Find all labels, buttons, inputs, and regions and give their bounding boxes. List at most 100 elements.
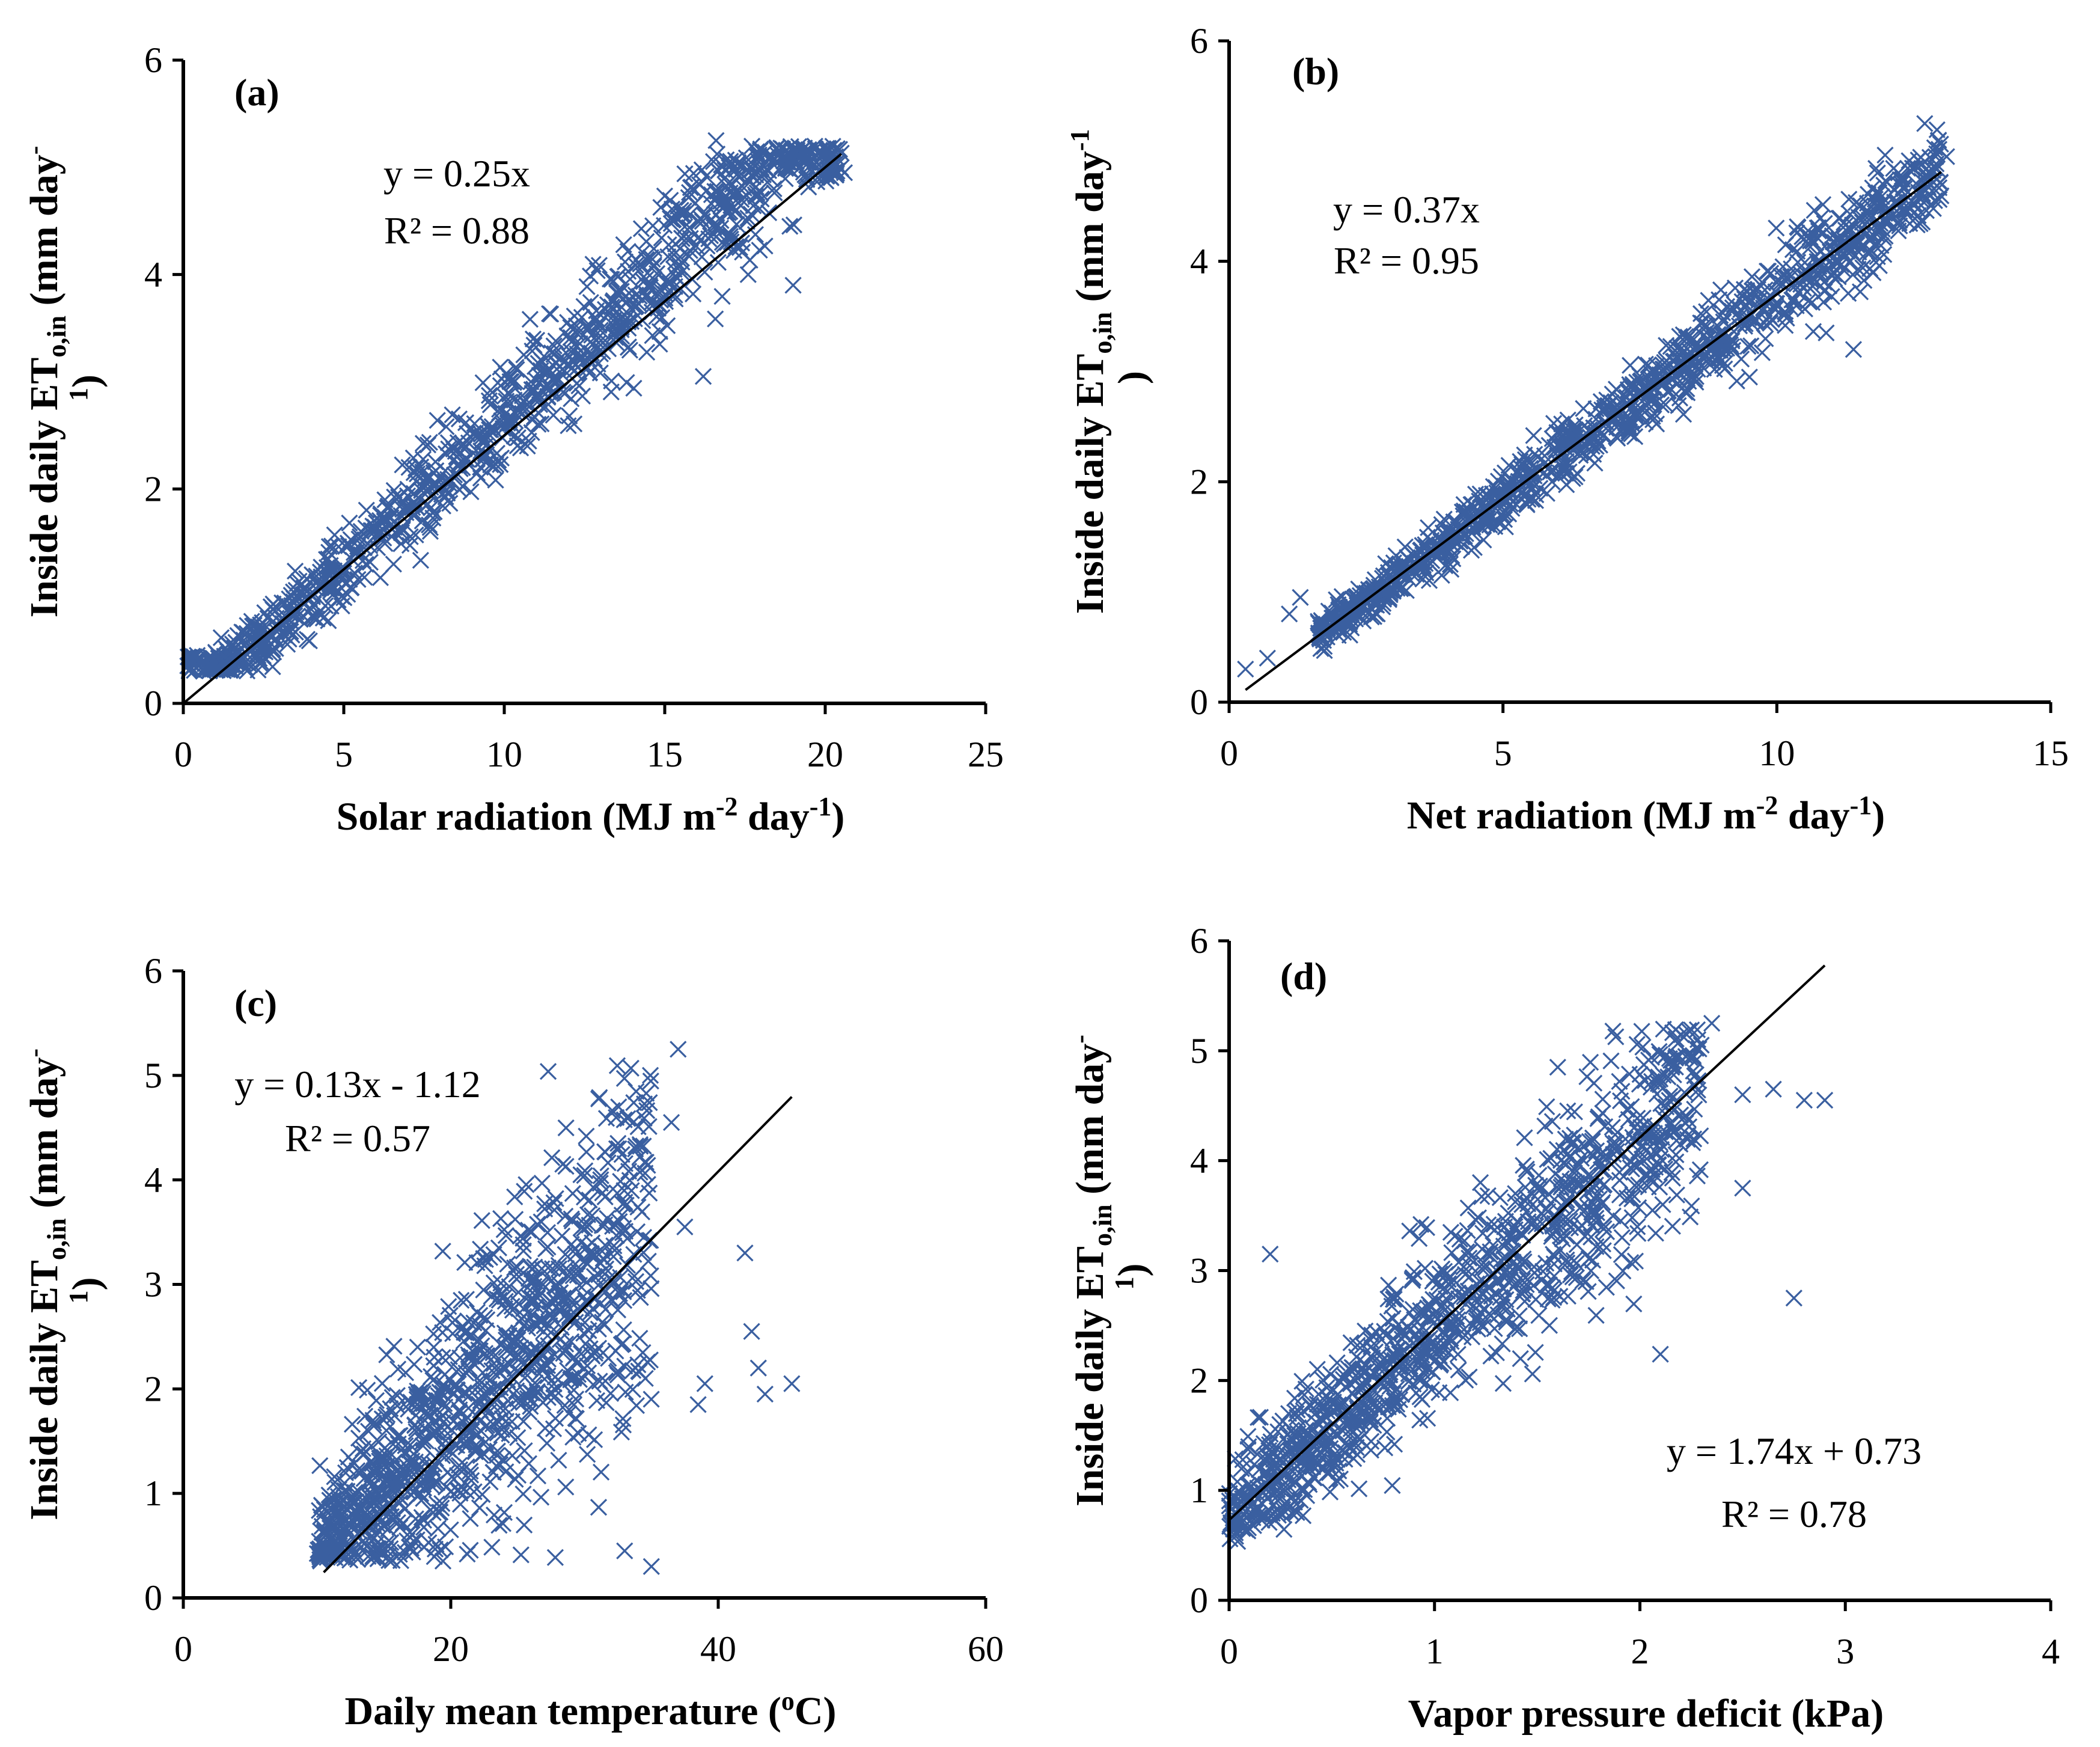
y-axis-label: Inside daily ETo,in (mm day- — [1065, 1035, 1117, 1507]
data-point-x-marker — [475, 1281, 492, 1299]
data-point-x-marker — [798, 171, 816, 188]
data-point-x-marker — [1566, 416, 1584, 433]
data-point-x-marker — [563, 333, 581, 350]
data-point-x-marker — [342, 531, 359, 548]
data-point-x-marker — [615, 236, 632, 254]
data-point-x-marker — [715, 198, 732, 216]
data-point-x-marker — [573, 387, 591, 405]
data-point-x-marker — [283, 626, 301, 644]
data-point-x-marker — [578, 1127, 595, 1145]
x-tick-label: 15 — [647, 735, 683, 774]
data-point-x-marker — [1845, 341, 1863, 358]
data-point-x-marker — [538, 1434, 556, 1452]
data-point-x-marker — [481, 396, 499, 414]
data-point-x-marker — [1545, 1246, 1562, 1263]
data-point-x-marker — [1512, 1350, 1529, 1368]
data-point-x-marker — [429, 412, 446, 429]
data-point-x-marker — [483, 418, 501, 435]
data-point-x-marker — [768, 139, 786, 156]
data-point-x-marker — [497, 405, 514, 422]
data-point-x-marker — [622, 1059, 639, 1077]
x-axis-label: Solar radiation (MJ m-2 day-1) — [337, 792, 845, 839]
y-tick-label: 4 — [144, 1160, 162, 1200]
data-point-x-marker — [407, 526, 424, 544]
data-point-x-marker — [564, 1428, 582, 1446]
data-point-x-marker — [502, 373, 520, 390]
data-point-x-marker — [1691, 1161, 1709, 1178]
data-point-x-marker — [554, 360, 572, 378]
x-tick-label: 0 — [1220, 733, 1238, 773]
data-point-x-marker — [1906, 195, 1923, 213]
data-point-x-marker — [1604, 1207, 1622, 1225]
data-point-x-marker — [546, 345, 564, 363]
y-axis-label: Inside daily ETo,in (mm day-1 — [1065, 129, 1117, 614]
data-point-x-marker — [1854, 259, 1872, 277]
data-point-x-marker — [385, 555, 402, 573]
data-point-x-marker — [537, 379, 554, 397]
data-point-x-marker — [459, 1545, 476, 1563]
y-tick-label: 6 — [1190, 921, 1208, 961]
data-point-x-marker — [533, 1174, 551, 1192]
data-point-x-marker — [796, 152, 814, 170]
regression-equation: y = 0.37x — [1333, 188, 1480, 231]
y-tick-label: 4 — [1190, 242, 1208, 281]
data-point-x-marker — [311, 563, 329, 581]
data-point-x-marker — [676, 165, 694, 183]
y-tick-label: 3 — [1190, 1251, 1208, 1291]
x-tick-label: 0 — [174, 735, 192, 774]
data-point-x-marker — [691, 176, 709, 194]
data-point-x-marker — [781, 161, 799, 179]
data-point-x-marker — [1674, 405, 1693, 423]
data-point-x-marker — [1634, 1038, 1652, 1056]
data-point-x-marker — [724, 185, 742, 203]
data-point-x-marker — [567, 317, 585, 335]
data-point-x-marker — [1459, 1222, 1476, 1240]
data-point-x-marker — [405, 464, 423, 482]
data-point-x-marker — [1629, 1199, 1647, 1217]
data-point-x-marker — [674, 207, 691, 224]
data-point-x-marker — [603, 372, 620, 390]
data-point-x-marker — [736, 1244, 754, 1262]
data-point-x-marker — [1559, 1287, 1577, 1305]
data-point-x-marker — [575, 298, 593, 315]
data-point-x-marker — [1411, 1229, 1428, 1247]
data-point-x-marker — [281, 590, 298, 608]
data-point-x-marker — [732, 197, 749, 214]
data-point-x-marker — [394, 456, 411, 474]
data-point-x-marker — [1712, 281, 1730, 299]
data-point-x-marker — [376, 509, 394, 527]
data-point-x-marker — [667, 252, 685, 270]
data-point-x-marker — [709, 254, 727, 271]
x-tick-label: 0 — [174, 1629, 192, 1669]
data-point-x-marker — [540, 396, 557, 413]
r-squared: R² = 0.78 — [1721, 1493, 1867, 1535]
y-tick-label: 4 — [144, 255, 162, 295]
data-point-x-marker — [1893, 175, 1910, 192]
data-point-x-marker — [612, 321, 630, 338]
data-point-x-marker — [1602, 1052, 1620, 1069]
data-point-x-marker — [819, 161, 836, 179]
data-point-x-marker — [722, 153, 739, 170]
data-point-x-marker — [1442, 1223, 1460, 1241]
data-point-x-marker — [409, 1338, 426, 1356]
data-point-x-marker — [1433, 566, 1450, 584]
data-point-x-marker — [813, 159, 831, 176]
data-point-x-marker — [562, 329, 579, 346]
data-point-x-marker — [620, 338, 637, 356]
data-point-x-marker — [346, 564, 364, 582]
data-point-x-marker — [1259, 649, 1276, 667]
data-point-x-marker — [1814, 196, 1832, 213]
data-point-x-marker — [495, 1221, 513, 1238]
data-point-x-marker — [765, 180, 783, 198]
data-point-x-marker — [642, 1267, 659, 1285]
data-point-x-marker — [1494, 1375, 1512, 1392]
data-point-x-marker — [414, 435, 432, 452]
data-point-x-marker — [1783, 260, 1800, 278]
data-point-x-marker — [1757, 330, 1774, 347]
data-point-x-marker — [1681, 1208, 1699, 1226]
data-point-x-marker — [565, 415, 583, 433]
data-point-x-marker — [743, 137, 761, 155]
data-point-x-marker — [754, 166, 772, 183]
